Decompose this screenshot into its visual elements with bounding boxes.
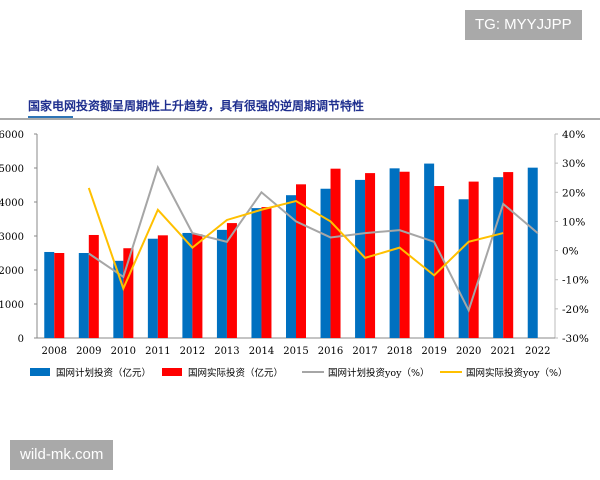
legend-label: 国网计划投资yoy（%）: [328, 367, 429, 379]
legend-label: 国网计划投资（亿元）: [56, 367, 151, 379]
y-tick-label: 3000: [0, 232, 24, 243]
y2-tick-label: 30%: [562, 158, 585, 170]
legend-swatch: [162, 368, 182, 376]
bar-actual-2013: [226, 223, 237, 338]
x-tick-label: 2016: [318, 346, 343, 357]
bar-plan-2008: [44, 251, 55, 338]
x-tick-label: 2020: [456, 346, 481, 357]
y2-tick-label: -10%: [562, 275, 589, 287]
x-tick-label: 2022: [525, 346, 550, 357]
bar-actual-2008: [54, 253, 65, 338]
bar-plan-2012: [182, 232, 193, 338]
bar-actual-2016: [330, 168, 341, 338]
bar-actual-2021: [503, 172, 514, 338]
line-series-2: [88, 164, 539, 313]
y2-tick-label: -30%: [562, 333, 589, 345]
y-tick-label: 2000: [0, 266, 24, 277]
y-tick-label: 0: [18, 334, 24, 345]
bar-actual-2012: [192, 234, 203, 338]
x-tick-label: 2014: [249, 346, 274, 357]
bar-plan-2011: [147, 238, 158, 338]
bar-actual-2014: [261, 207, 272, 338]
bar-plan-2013: [216, 229, 227, 338]
bar-actual-2020: [468, 181, 479, 338]
x-tick-label: 2015: [283, 346, 308, 357]
bar-plan-2022: [527, 167, 538, 338]
legend-label: 国网实际投资yoy（%）: [466, 367, 567, 379]
bar-plan-2020: [458, 199, 469, 338]
bar-actual-2010: [123, 248, 134, 338]
legend-swatch: [30, 368, 50, 376]
y2-tick-label: 20%: [562, 187, 585, 199]
x-tick-label: 2019: [421, 346, 446, 357]
x-tick-label: 2017: [352, 346, 377, 357]
y-tick-label: 4000: [0, 198, 24, 209]
y-tick-label: 1000: [0, 300, 24, 311]
bar-plan-2021: [493, 177, 504, 338]
bar-plan-2009: [78, 253, 89, 338]
watermark-bottom: wild-mk.com: [10, 440, 114, 470]
bar-actual-2015: [296, 184, 306, 338]
bar-plan-2018: [389, 168, 400, 338]
y2-tick-label: -20%: [562, 304, 589, 316]
x-tick-label: 2012: [180, 346, 205, 357]
x-tick-label: 2013: [214, 346, 239, 357]
x-tick-label: 2018: [387, 346, 412, 357]
chart-title: 国家电网投资额呈周期性上升趋势，具有很强的逆周期调节特性: [28, 98, 364, 113]
bar-actual-2019: [434, 186, 445, 338]
watermark-top: TG: MYYJJPP: [465, 10, 582, 40]
bar-plan-2015: [286, 195, 296, 338]
bar-plan-2014: [251, 208, 262, 338]
bar-actual-2011: [157, 235, 168, 338]
bar-plan-2016: [320, 188, 331, 338]
bar-plan-2017: [355, 179, 366, 338]
x-tick-label: 2021: [490, 346, 515, 357]
y-tick-label: 6000: [0, 130, 24, 141]
y2-tick-label: 0%: [562, 246, 579, 258]
legend-label: 国网实际投资（亿元）: [188, 367, 283, 379]
y2-tick-label: 40%: [562, 129, 585, 141]
x-tick-label: 2008: [42, 346, 67, 357]
x-tick-label: 2011: [145, 346, 170, 357]
bar-actual-2009: [88, 234, 99, 338]
y-tick-label: 5000: [0, 164, 24, 175]
x-tick-label: 2010: [111, 346, 136, 357]
bar-plan-2019: [424, 163, 435, 338]
bar-actual-2018: [399, 171, 410, 338]
x-tick-label: 2009: [76, 346, 101, 357]
y2-tick-label: 10%: [562, 216, 585, 228]
bar-plan-2010: [113, 260, 124, 338]
